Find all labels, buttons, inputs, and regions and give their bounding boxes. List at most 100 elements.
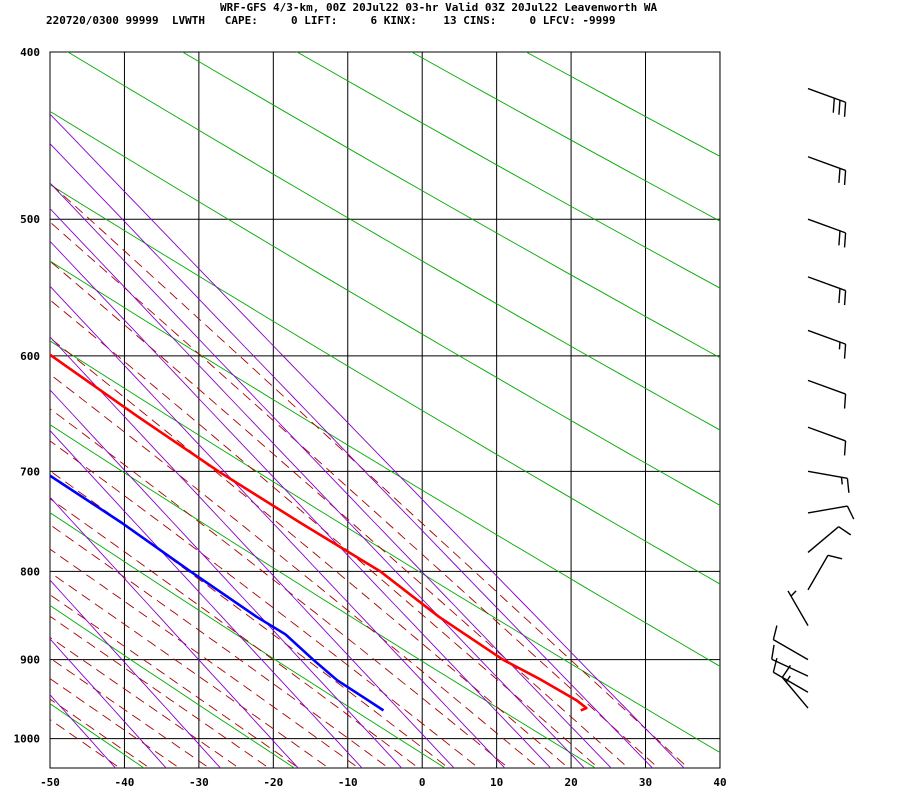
moist-adiabat — [50, 636, 240, 768]
wind-barb — [771, 644, 809, 677]
dry-adiabat — [50, 604, 296, 768]
x-tick-label: -30 — [189, 776, 209, 789]
series-layer — [50, 353, 588, 712]
x-tick-label: 20 — [564, 776, 577, 789]
wind-barb — [787, 590, 809, 626]
header-indices-line: 220720/0300 99999 LVWTH CAPE: 0 LIFT: 6 … — [46, 14, 616, 27]
dry-adiabat — [50, 340, 720, 754]
mixing-ratio-line — [50, 240, 552, 768]
wind-barb — [772, 625, 809, 661]
mixing-ratio-line — [50, 579, 222, 768]
wind-barb-staff — [807, 554, 829, 591]
y-tick-label: 800 — [20, 565, 40, 578]
wind-barb-staff — [781, 676, 809, 709]
x-tick-label: -40 — [115, 776, 135, 789]
wind-barb-staff — [773, 671, 809, 693]
moist-adiabat — [50, 470, 450, 768]
header: WRF-GFS 4/3-km, 00Z 20Jul22 03-hr Valid … — [0, 0, 900, 40]
wind-barb-staff — [807, 87, 846, 103]
wind-barbs-layer — [771, 87, 855, 709]
moist-adiabat — [50, 182, 689, 768]
wind-barb-feather — [838, 168, 841, 183]
wind-barb-feather — [838, 230, 841, 246]
wind-barb-feather — [771, 644, 775, 660]
wind-barb — [807, 329, 847, 359]
tick-labels-layer: -50 -40 -30 -20 -10 0 10 20 30 40 400 500 600 700 800 9… — [14, 46, 727, 789]
y-tick-label: 1000 — [14, 733, 41, 746]
moist-adiabat — [50, 657, 210, 768]
wind-barb-staff — [807, 426, 846, 442]
mixing-ratio-line — [50, 143, 654, 768]
mixing-ratio-line — [50, 113, 685, 768]
dewpoint-trace — [50, 474, 385, 712]
wind-barb-feather — [843, 440, 847, 456]
moist-adiabat — [50, 337, 570, 768]
wind-barb-feather — [772, 625, 778, 640]
mixing-ratio-line — [50, 496, 299, 768]
wind-barb-feather — [838, 526, 852, 536]
grid-layer — [49, 51, 721, 768]
dry-adiabat — [50, 110, 720, 506]
wind-barb-feather — [843, 394, 847, 409]
wind-barb-feather — [843, 170, 847, 185]
wind-barb — [807, 505, 855, 520]
x-tick-label: 40 — [713, 776, 726, 789]
wind-barb-half-feather — [838, 342, 841, 350]
x-tick-label: 10 — [490, 776, 503, 789]
wind-barb-half-feather — [840, 477, 843, 485]
moist-adiabat — [50, 440, 480, 768]
moist-adiabat — [50, 548, 360, 768]
wind-barb — [807, 87, 847, 117]
mixing-ratio-line — [50, 207, 585, 768]
mixing-ratio-line — [50, 336, 455, 768]
moist-adiabat — [50, 594, 300, 768]
wind-barb-staff — [807, 379, 846, 395]
wind-barb-staff — [787, 590, 809, 626]
dry-adiabat — [410, 52, 720, 222]
moist-adiabat — [50, 260, 629, 768]
plot-frame — [49, 51, 721, 769]
x-tick-label: -50 — [40, 776, 60, 789]
dry-adiabat — [50, 260, 720, 667]
wind-barb — [772, 657, 809, 693]
reference-lines-layer — [50, 52, 720, 768]
moist-adiabat — [50, 408, 510, 768]
dry-adiabat — [50, 424, 597, 768]
dry-adiabat — [50, 512, 446, 768]
moist-adiabat — [50, 373, 540, 768]
wind-barb-staff — [771, 658, 809, 677]
wind-barb — [807, 426, 847, 456]
wind-barb-feather — [772, 657, 778, 673]
wind-barb-feather — [838, 288, 841, 304]
x-tick-label: 0 — [419, 776, 426, 789]
dry-adiabat — [50, 184, 720, 585]
wind-barb — [807, 554, 843, 591]
mixing-ratio-line — [50, 389, 403, 768]
wind-barb-staff — [773, 639, 809, 661]
wind-barb-half-feather — [785, 675, 791, 683]
wind-barb-staff — [807, 156, 846, 172]
wind-barb-feather — [843, 102, 847, 117]
wind-barb — [781, 664, 809, 709]
wind-barb-staff — [807, 276, 846, 292]
wind-barb — [807, 526, 852, 553]
wind-barb — [807, 379, 847, 409]
y-tick-label: 500 — [20, 213, 40, 226]
header-model-line: WRF-GFS 4/3-km, 00Z 20Jul22 03-hr Valid … — [220, 1, 658, 14]
x-tick-label: 30 — [639, 776, 652, 789]
wind-barb-feather — [843, 290, 847, 306]
x-tick-label: -10 — [338, 776, 358, 789]
moist-adiabat — [50, 571, 330, 768]
wind-barb-feather — [832, 98, 836, 113]
moist-adiabat — [50, 678, 181, 768]
y-tick-label: 400 — [20, 46, 40, 59]
mixing-ratio-line — [50, 429, 363, 768]
wind-barb-staff — [807, 470, 848, 479]
x-tick-label: -20 — [263, 776, 283, 789]
wind-barb-feather — [843, 344, 847, 359]
dry-adiabat — [181, 52, 720, 359]
wind-barb-staff — [807, 218, 846, 234]
moist-adiabat — [50, 615, 270, 768]
wind-barb — [807, 218, 847, 248]
